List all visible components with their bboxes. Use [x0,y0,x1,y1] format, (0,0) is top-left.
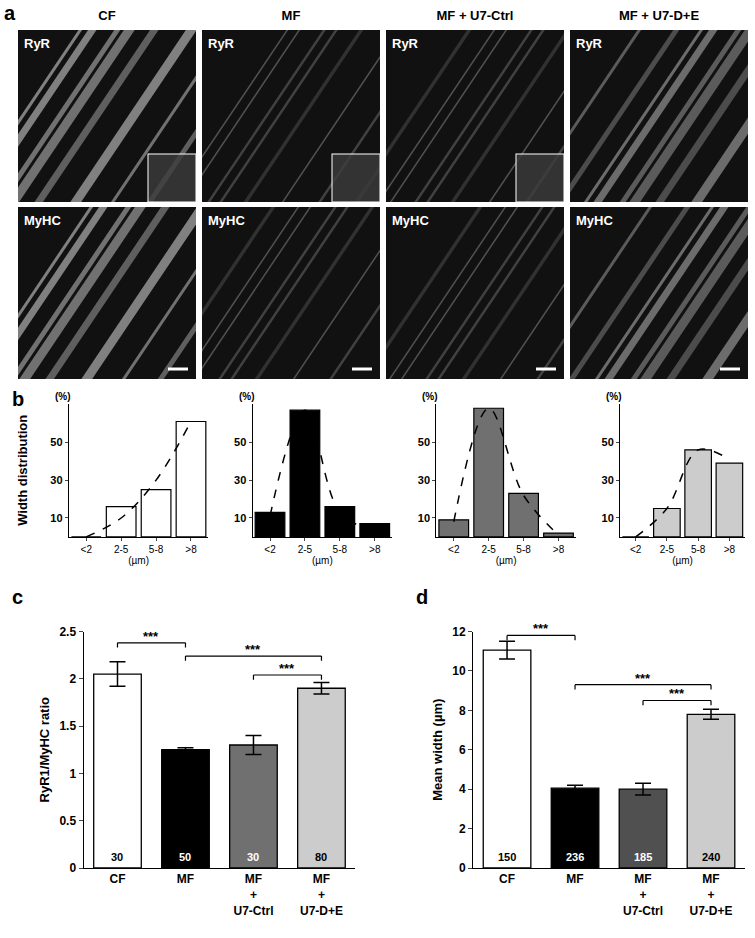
svg-text:(%): (%) [422,391,438,402]
svg-text:RyR1/MyHC ratio: RyR1/MyHC ratio [37,697,52,803]
svg-text:50: 50 [234,436,246,448]
svg-text:185: 185 [634,851,652,863]
svg-text:0: 0 [69,861,76,875]
svg-text:240: 240 [702,851,720,863]
svg-text:5-8: 5-8 [333,544,348,555]
svg-text:30: 30 [602,474,614,486]
svg-text:>8: >8 [553,544,565,555]
svg-text:MyHC: MyHC [24,213,61,228]
svg-text:10: 10 [602,512,614,524]
svg-text:50: 50 [602,436,614,448]
svg-text:10: 10 [418,512,430,524]
svg-text:236: 236 [566,851,584,863]
svg-text:<2: <2 [264,544,276,555]
svg-text:MF+U7-D+E: MF+U7-D+E [300,872,343,917]
svg-text:CF: CF [499,872,515,886]
svg-text:(%): (%) [239,391,255,402]
svg-text:(%): (%) [606,391,622,402]
svg-text:MF: MF [177,872,194,886]
svg-text:MF: MF [566,872,583,886]
svg-text:MF + U7-Ctrl: MF + U7-Ctrl [437,8,514,23]
svg-text:8: 8 [459,704,466,718]
svg-text:2.5: 2.5 [59,625,76,639]
svg-text:150: 150 [498,851,516,863]
svg-text:(µm): (µm) [672,555,693,566]
svg-text:c: c [12,586,23,608]
svg-text:MF: MF [282,8,301,23]
svg-text:50: 50 [179,851,191,863]
svg-text:***: *** [143,629,159,644]
svg-text:***: *** [669,686,685,701]
svg-text:CF: CF [98,8,115,23]
svg-text:2-5: 2-5 [114,544,129,555]
svg-text:30: 30 [247,851,259,863]
svg-text:50: 50 [418,436,430,448]
svg-text:Mean width (µm): Mean width (µm) [430,699,445,801]
svg-text:***: *** [279,661,295,676]
svg-text:MF+U7-Ctrl: MF+U7-Ctrl [233,872,273,917]
svg-text:RyR: RyR [208,36,235,51]
svg-text:2: 2 [459,822,466,836]
svg-text:2-5: 2-5 [481,544,496,555]
svg-text:2: 2 [69,672,76,686]
svg-text:5-8: 5-8 [149,544,164,555]
svg-text:<2: <2 [448,544,460,555]
svg-text:>8: >8 [369,544,381,555]
svg-text:MF+U7-D+E: MF+U7-D+E [690,872,733,917]
svg-text:d: d [416,586,428,608]
svg-text:<2: <2 [630,544,642,555]
svg-text:RyR: RyR [576,36,603,51]
svg-text:MF+U7-Ctrl: MF+U7-Ctrl [623,872,663,917]
svg-text:CF: CF [109,872,125,886]
svg-text:(µm): (µm) [128,555,149,566]
svg-text:MyHC: MyHC [392,213,429,228]
svg-text:RyR: RyR [392,36,419,51]
svg-text:***: *** [245,642,261,657]
svg-text:80: 80 [315,851,327,863]
svg-text:>8: >8 [724,544,736,555]
svg-text:30: 30 [111,851,123,863]
svg-text:(%): (%) [55,391,71,402]
svg-text:12: 12 [452,625,466,639]
svg-text:Width distribution: Width distribution [15,415,30,526]
svg-text:(µm): (µm) [496,555,517,566]
svg-text:10: 10 [452,664,466,678]
svg-text:5-8: 5-8 [516,544,531,555]
svg-text:b: b [12,388,24,410]
svg-text:5-8: 5-8 [691,544,706,555]
svg-text:30: 30 [418,474,430,486]
svg-text:a: a [4,2,16,24]
svg-text:2-5: 2-5 [660,544,675,555]
svg-text:MyHC: MyHC [208,213,245,228]
svg-text:(µm): (µm) [312,555,333,566]
svg-text:0: 0 [459,861,466,875]
svg-text:30: 30 [50,474,62,486]
svg-text:RyR: RyR [24,36,51,51]
svg-text:1.5: 1.5 [59,719,76,733]
svg-text:>8: >8 [185,544,197,555]
svg-text:<2: <2 [81,544,93,555]
svg-text:MF + U7-D+E: MF + U7-D+E [619,8,700,23]
svg-text:MyHC: MyHC [576,213,613,228]
svg-text:2-5: 2-5 [298,544,313,555]
svg-text:***: *** [635,671,651,686]
svg-text:1: 1 [69,767,76,781]
svg-text:10: 10 [234,512,246,524]
svg-text:6: 6 [459,743,466,757]
svg-text:0.5: 0.5 [59,814,76,828]
svg-text:30: 30 [234,474,246,486]
svg-text:***: *** [533,621,549,636]
svg-text:50: 50 [50,436,62,448]
svg-text:10: 10 [50,512,62,524]
svg-text:4: 4 [459,782,466,796]
